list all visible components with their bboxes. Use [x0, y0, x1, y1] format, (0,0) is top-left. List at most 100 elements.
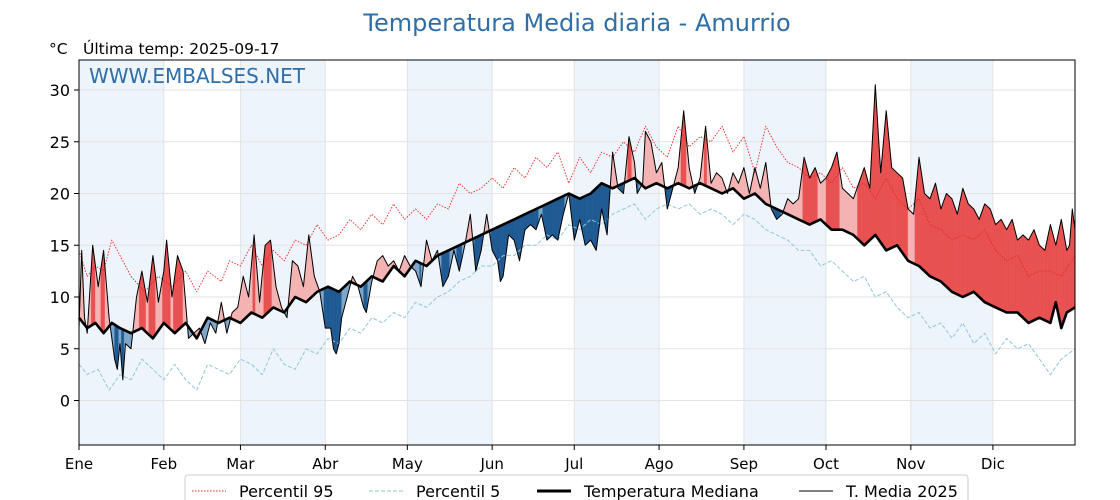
- fill-above-median: [942, 201, 944, 285]
- fill-above-median: [1061, 219, 1063, 329]
- fill-above-median: [791, 202, 794, 218]
- fill-above-median: [958, 201, 961, 297]
- fill-above-median: [946, 193, 948, 289]
- month-bands: [79, 60, 993, 445]
- fill-above-median: [1033, 229, 1036, 321]
- fill-below-median: [524, 213, 527, 231]
- fill-above-median: [929, 194, 932, 278]
- fill-above-median: [378, 257, 381, 281]
- fill-above-median: [1050, 224, 1052, 323]
- fill-above-median: [981, 207, 984, 302]
- fill-below-median: [574, 195, 576, 241]
- fill-above-median: [1031, 232, 1033, 322]
- fill-above-median: [924, 193, 927, 273]
- fill-above-median: [1024, 235, 1026, 321]
- fill-above-median: [1006, 227, 1009, 313]
- legend-box: [184, 474, 969, 500]
- fill-above-median: [968, 203, 970, 295]
- y-tick-label: 30: [50, 81, 70, 100]
- fill-above-median: [864, 167, 866, 246]
- fill-above-median: [1020, 235, 1022, 317]
- y-tick-label: 10: [50, 288, 70, 307]
- fill-above-median: [1009, 221, 1011, 313]
- fill-above-median: [963, 192, 966, 297]
- fill-above-median: [943, 197, 946, 286]
- fill-above-median: [1021, 234, 1024, 319]
- fill-above-median: [892, 168, 895, 248]
- fill-above-median: [1072, 209, 1074, 310]
- fill-above-median: [814, 167, 817, 223]
- fill-above-median: [1044, 243, 1047, 322]
- fill-above-median: [936, 189, 939, 281]
- fill-above-median: [1011, 219, 1014, 313]
- fill-above-median: [177, 255, 180, 332]
- fill-above-median: [1039, 244, 1041, 319]
- plot-frame: [78, 59, 1076, 446]
- fill-above-median: [829, 167, 832, 231]
- fill-above-median: [242, 276, 245, 321]
- fill-above-median: [821, 180, 824, 223]
- fill-above-median: [846, 191, 849, 233]
- fill-above-median: [979, 215, 981, 299]
- fill-above-median: [927, 195, 929, 276]
- fill-above-median: [885, 110, 888, 251]
- fill-above-median: [102, 250, 104, 334]
- fill-above-median: [836, 152, 839, 230]
- fill-above-median: [898, 173, 901, 250]
- fill-above-median: [379, 256, 382, 282]
- x-axis-ticks: Ene Feb Mar Abr May Jun Jul Ago Sep Oct Nov Dic: [65, 445, 1005, 473]
- fill-above-median: [1047, 230, 1050, 323]
- month-band: [743, 60, 826, 445]
- fill-above-median: [1032, 229, 1035, 322]
- legend-label-current: T. Media 2025: [845, 482, 958, 500]
- fill-above-median: [987, 205, 990, 305]
- fill-above-median: [984, 203, 987, 304]
- fill-above-median: [939, 202, 942, 282]
- fill-above-median: [1003, 224, 1006, 313]
- fill-above-median: [951, 198, 954, 293]
- fill-above-median: [377, 259, 379, 280]
- fill-above-median: [950, 196, 953, 293]
- fill-below-median: [549, 201, 552, 238]
- fill-above-median: [907, 208, 910, 262]
- fill-above-median: [851, 196, 854, 236]
- fill-above-median: [832, 159, 835, 230]
- fill-above-median: [1017, 238, 1020, 315]
- fill-above-median: [862, 167, 865, 246]
- fill-below-median: [527, 211, 530, 228]
- fill-above-median: [901, 176, 903, 254]
- fill-above-median: [794, 200, 797, 219]
- fill-above-median: [1037, 241, 1040, 319]
- fill-above-median: [1043, 248, 1046, 321]
- fill-above-median: [296, 264, 299, 299]
- fill-above-median: [716, 172, 719, 192]
- fill-below-median: [590, 191, 593, 243]
- fill-above-median: [268, 239, 271, 312]
- legend: Percentil 95 Percentil 5 Temperatura Med…: [184, 474, 969, 500]
- fill-above-median: [1014, 229, 1017, 313]
- fill-above-median: [180, 263, 182, 329]
- fill-above-median: [1028, 237, 1031, 324]
- fill-above-median: [1002, 221, 1005, 312]
- fill-above-median: [995, 222, 998, 309]
- fill-above-median: [954, 206, 957, 295]
- fill-above-median: [828, 170, 831, 229]
- fill-above-median: [850, 195, 853, 235]
- fill-above-median: [788, 199, 791, 216]
- fill-above-median: [994, 220, 996, 308]
- fill-above-median: [992, 216, 995, 308]
- fill-above-median: [797, 198, 799, 220]
- fill-above-median: [717, 173, 720, 193]
- fill-above-median: [1036, 237, 1039, 320]
- series-line-p5: [78, 203, 1076, 391]
- series-lines: [77, 84, 1076, 391]
- fill-above-median: [922, 184, 925, 272]
- fill-below-median: [526, 212, 528, 229]
- fill-above-median: [1040, 246, 1043, 320]
- x-tick-label: Dic: [981, 455, 1005, 473]
- fill-below-median: [444, 251, 446, 285]
- fill-above-median: [972, 207, 974, 293]
- fill-below-median: [531, 210, 534, 228]
- x-tick-label: Ago: [645, 455, 674, 473]
